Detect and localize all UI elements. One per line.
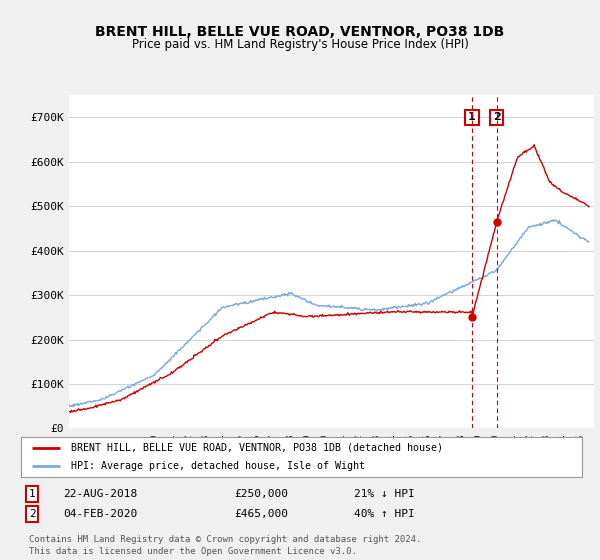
Text: Contains HM Land Registry data © Crown copyright and database right 2024.
This d: Contains HM Land Registry data © Crown c… <box>29 535 421 556</box>
Text: 22-AUG-2018: 22-AUG-2018 <box>63 489 137 499</box>
Text: Price paid vs. HM Land Registry's House Price Index (HPI): Price paid vs. HM Land Registry's House … <box>131 38 469 52</box>
Text: £465,000: £465,000 <box>234 509 288 519</box>
Text: 40% ↑ HPI: 40% ↑ HPI <box>354 509 415 519</box>
Text: HPI: Average price, detached house, Isle of Wight: HPI: Average price, detached house, Isle… <box>71 461 365 471</box>
Text: 1: 1 <box>468 113 476 123</box>
Text: BRENT HILL, BELLE VUE ROAD, VENTNOR, PO38 1DB (detached house): BRENT HILL, BELLE VUE ROAD, VENTNOR, PO3… <box>71 443 443 452</box>
Text: 2: 2 <box>29 509 35 519</box>
Text: £250,000: £250,000 <box>234 489 288 499</box>
Text: 04-FEB-2020: 04-FEB-2020 <box>63 509 137 519</box>
Text: 1: 1 <box>29 489 35 499</box>
Text: 21% ↓ HPI: 21% ↓ HPI <box>354 489 415 499</box>
Text: 2: 2 <box>493 113 500 123</box>
Text: BRENT HILL, BELLE VUE ROAD, VENTNOR, PO38 1DB: BRENT HILL, BELLE VUE ROAD, VENTNOR, PO3… <box>95 26 505 39</box>
